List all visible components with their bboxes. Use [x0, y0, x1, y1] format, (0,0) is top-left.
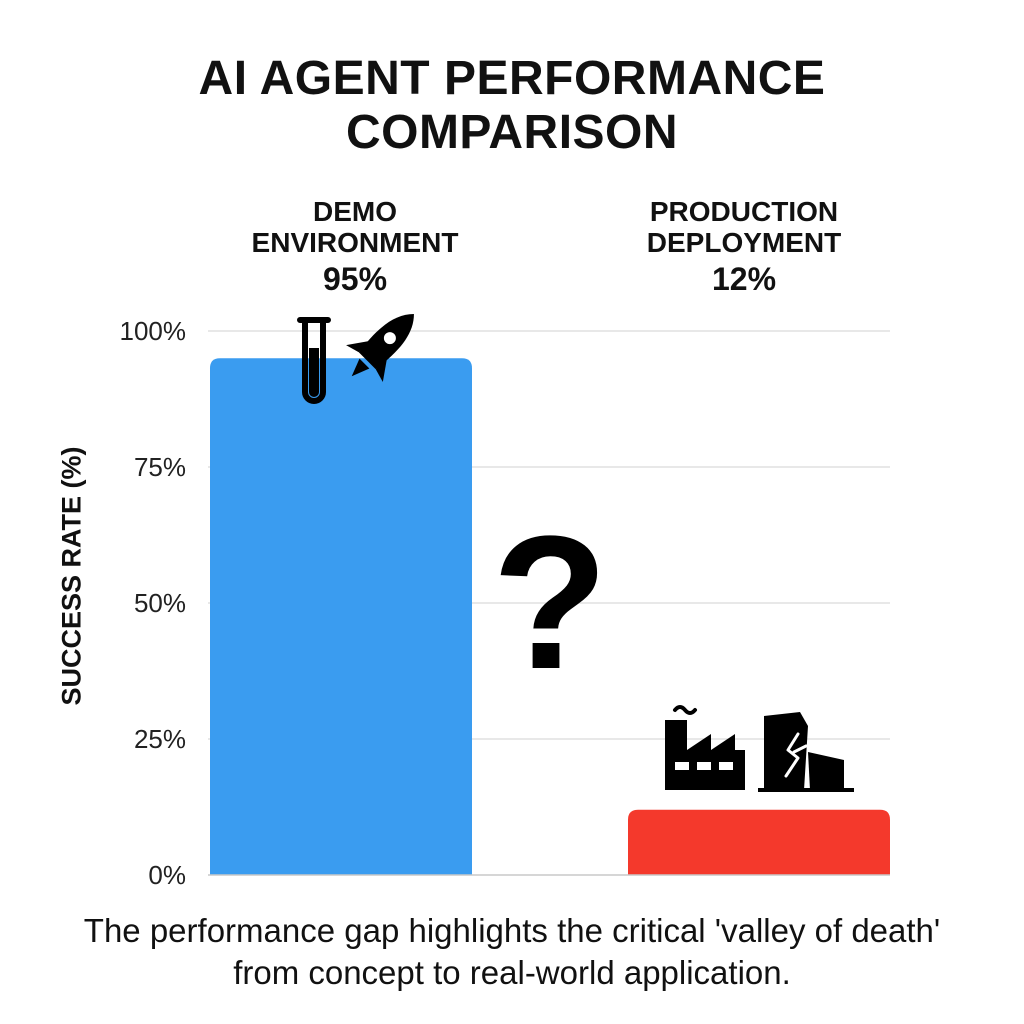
collapsing-building-icon [758, 712, 854, 792]
chart-caption: The performance gap highlights the criti… [83, 912, 941, 991]
y-tick-label-75: 75% [134, 452, 186, 482]
rocket-icon [346, 314, 414, 382]
category-label-production-line-1: PRODUCTION [649, 196, 839, 227]
question-mark: ? [492, 497, 608, 709]
y-tick-label-100: 100% [120, 316, 187, 346]
y-tick-label-0: 0% [148, 860, 186, 890]
bars [210, 358, 890, 875]
chart-title-line-2: COMPARISON [345, 106, 679, 159]
test-tube-icon [297, 317, 331, 404]
y-tick-label-50: 50% [134, 588, 186, 618]
category-label-production-line-2: DEPLOYMENT [646, 227, 842, 258]
bar-demo-environment [210, 358, 472, 875]
value-label-production: 12% [711, 261, 777, 297]
y-tick-label-25: 25% [134, 724, 186, 754]
value-label-demo: 95% [322, 261, 388, 297]
factory-icon [665, 705, 745, 790]
bar-production-deployment [628, 809, 890, 875]
chart-title-line-1: AI AGENT PERFORMANCE [198, 52, 826, 105]
category-label-demo-line-1: DEMO [313, 196, 397, 227]
category-header-production: PRODUCTION DEPLOYMENT 12% [594, 196, 894, 300]
chart-title: AI AGENT PERFORMANCE COMPARISON [0, 52, 1024, 160]
category-label-demo-line-2: ENVIRONMENT [251, 227, 459, 258]
category-header-demo: DEMO ENVIRONMENT 95% [205, 196, 505, 300]
y-tick-labels: 0% 25% 50% 75% 100% [120, 316, 187, 890]
